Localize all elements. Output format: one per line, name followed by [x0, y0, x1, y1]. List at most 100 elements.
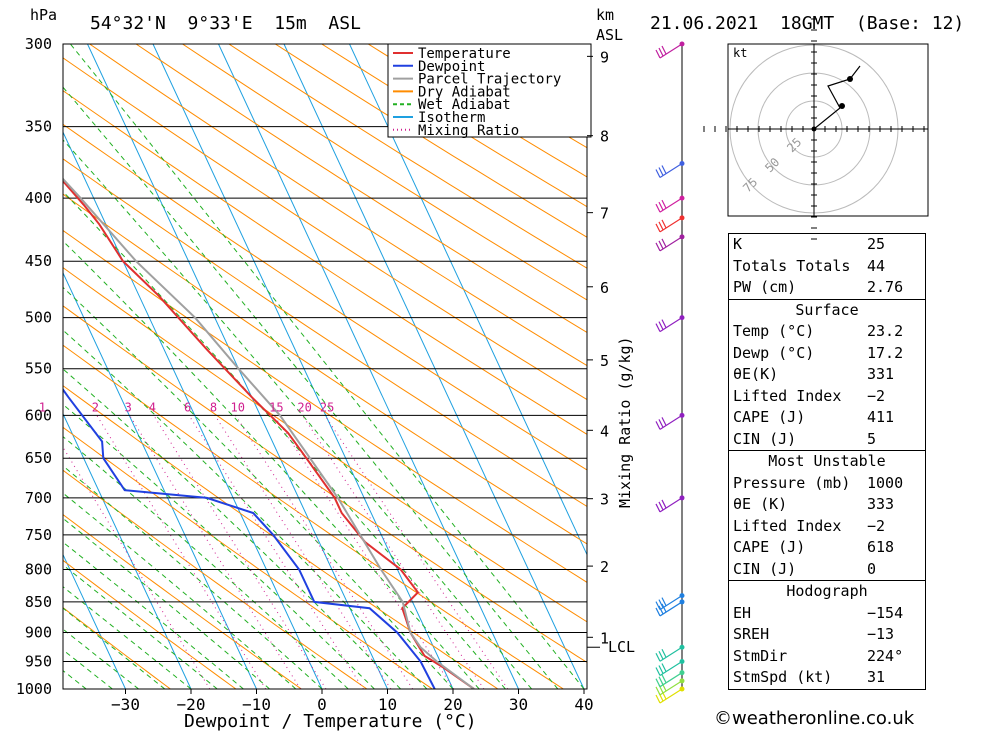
km-tick-label: 6 — [600, 279, 609, 297]
wind-barb — [655, 601, 683, 617]
pressure-tick-label: 400 — [25, 189, 52, 207]
dry-adiabat-line — [63, 559, 237, 689]
hodograph-stat-row: EH −154 — [729, 603, 925, 625]
mixing-ratio-label: 10 — [230, 400, 244, 414]
hodograph-stats-title: Hodograph — [786, 582, 868, 600]
isotherm-line — [63, 553, 126, 689]
surface-label: CAPE (J) — [733, 408, 806, 426]
most-unstable-value: −2 — [867, 516, 886, 535]
surface-value: 5 — [867, 429, 877, 448]
credit-link[interactable]: ©weatheronline.co.uk — [714, 708, 915, 729]
mixing-ratio-label: 4 — [149, 400, 156, 414]
mixing-ratio-label: 3 — [125, 400, 132, 414]
most-unstable-row: Lifted Index −2 — [729, 516, 925, 538]
mixing-ratio-label: 25 — [320, 400, 334, 414]
isotherm-line — [63, 130, 323, 689]
profiles — [63, 177, 475, 689]
surface-section: Surface Temp (°C) 23.2 Dewp (°C) 17.2 θE(K) 3… — [728, 299, 926, 451]
x-tick-label: −30 — [111, 695, 140, 714]
isotherm-line — [63, 412, 192, 689]
wet-adiabat-line — [63, 368, 401, 689]
km-tick-label: 8 — [600, 128, 609, 146]
wet-adiabat-line — [63, 190, 506, 689]
wind-barb — [655, 317, 683, 333]
wind-barb — [655, 672, 683, 688]
most-unstable-row: CIN (J) 0 — [729, 559, 925, 581]
surface-label: Temp (°C) — [733, 322, 815, 340]
hodograph-trace — [813, 65, 861, 130]
pressure-tick-label: 850 — [25, 593, 52, 611]
mixing-ratio-label: 15 — [269, 400, 283, 414]
mixing-ratio-label: 2 — [92, 400, 99, 414]
surface-label: θE(K) — [733, 365, 779, 383]
isobars — [63, 43, 587, 690]
mixing-ratio-line — [63, 446, 211, 689]
height-axis: 1 2 3 4 5 6 7 8 9 LCL — [587, 48, 635, 656]
hodograph-stat-label: StmDir — [733, 646, 788, 665]
most-unstable-value: 333 — [867, 495, 895, 513]
asl-unit: ASL — [596, 26, 623, 44]
dry-adiabat-line — [63, 267, 587, 623]
pressure-tick-label: 750 — [25, 526, 52, 544]
legend-label: Dry Adiabat — [418, 84, 511, 100]
hodograph-stat-label: EH — [733, 603, 752, 622]
surface-value: 331 — [867, 365, 895, 383]
hodograph-stat-row: StmDir 224° — [729, 646, 925, 668]
datetime: 21.06.2021 18GMT (Base: 12) — [650, 13, 964, 34]
hodograph-stat-label: StmSpd (kt) — [733, 668, 833, 686]
most-unstable-value: 0 — [867, 559, 877, 578]
pressure-tick-label: 900 — [25, 624, 52, 642]
dry-adiabat-line — [182, 44, 587, 301]
hodograph-marker — [811, 126, 817, 132]
mixing-ratio-label: 20 — [297, 400, 311, 414]
wind-barb — [655, 688, 683, 704]
legend-label: Mixing Ratio — [418, 123, 519, 139]
pressure-tick-label: 300 — [25, 35, 52, 53]
surface-row: Temp (°C) 23.2 — [729, 321, 925, 343]
dry-adiabat-line — [63, 469, 368, 689]
mixing-ratio-line — [324, 415, 509, 689]
most-unstable-title: Most Unstable — [768, 452, 886, 470]
index-label: Totals Totals — [733, 256, 851, 275]
km-tick-label: 2 — [600, 558, 609, 576]
surface-label: Lifted Index — [733, 386, 842, 405]
hodograph-stat-value: −154 — [867, 603, 904, 622]
pressure-tick-label: 950 — [25, 653, 52, 671]
hodograph-stat-row: StmSpd (kt) 31 — [729, 667, 925, 689]
wind-barb — [655, 646, 683, 662]
x-tick-label: −10 — [242, 695, 271, 714]
dry-adiabat-line — [89, 44, 587, 367]
mixing-ratio-line — [301, 415, 485, 689]
location-title: 54°32'N 9°33'E 15m ASL — [90, 13, 361, 34]
most-unstable-value: 618 — [867, 538, 895, 556]
wind-barbs — [655, 41, 685, 704]
mixing-ratio-line — [96, 415, 267, 689]
dry-adiabat-line — [63, 513, 302, 689]
surface-value: 17.2 — [867, 343, 904, 362]
hodograph-stat-row: SREH −13 — [729, 624, 925, 646]
legend-label: Temperature — [418, 46, 511, 62]
most-unstable-row: CAPE (J) 618 — [729, 537, 925, 559]
most-unstable-label: CAPE (J) — [733, 538, 806, 556]
dry-adiabat-line — [63, 90, 587, 435]
hodograph-marker — [839, 103, 845, 109]
km-tick-label: 3 — [600, 491, 609, 509]
wet-adiabat-line — [63, 492, 297, 689]
index-label: PW (cm) — [733, 278, 797, 296]
index-row: PW (cm) 2.76 — [729, 277, 925, 299]
wet-adiabat-line — [63, 649, 113, 689]
surface-row: Lifted Index −2 — [729, 386, 925, 408]
wet-adiabat-line — [63, 139, 532, 689]
pressure-tick-label: 350 — [25, 118, 52, 136]
wind-barb — [655, 595, 683, 611]
axis-labels: 3003504004505005506006507007508008509009… — [16, 35, 594, 714]
legend-label: Isotherm — [418, 110, 485, 126]
km-tick-label: 1 — [600, 629, 609, 647]
wet-adiabat-line — [63, 240, 480, 689]
x-tick-label: 30 — [509, 695, 528, 714]
mixing-ratio-label: 8 — [210, 400, 217, 414]
profile-dewpoint — [63, 387, 436, 689]
km-unit: km — [596, 6, 614, 24]
